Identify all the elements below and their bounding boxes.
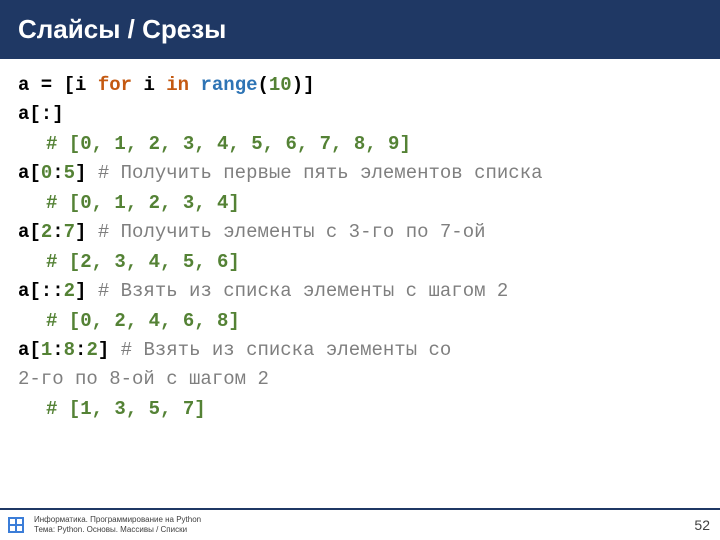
code-line-1: a = [i for i in range(10)]	[18, 71, 702, 100]
code-line-3: # [0, 1, 2, 3, 4, 5, 6, 7, 8, 9]	[18, 130, 702, 159]
code-line-4: a[0:5] # Получить первые пять элементов …	[18, 159, 702, 188]
slide-title: Слайсы / Срезы	[0, 0, 720, 59]
code-line-9: # [0, 2, 4, 6, 8]	[18, 307, 702, 336]
code-line-2: a[:]	[18, 100, 702, 129]
code-line-11: # [1, 3, 5, 7]	[18, 395, 702, 424]
logo-icon	[6, 515, 26, 535]
page-number: 52	[694, 517, 710, 533]
code-block: a = [i for i in range(10)] a[:] # [0, 1,…	[0, 59, 720, 428]
code-line-7: # [2, 3, 4, 5, 6]	[18, 248, 702, 277]
slide-footer: Информатика. Программирование на Python …	[0, 508, 720, 540]
code-line-10: a[1:8:2] # Взять из списка элементы со	[18, 336, 702, 365]
footer-line1: Информатика. Программирование на Python	[34, 515, 694, 525]
footer-line2: Тема: Python. Основы. Массивы / Списки	[34, 525, 694, 535]
code-line-5: # [0, 1, 2, 3, 4]	[18, 189, 702, 218]
code-line-10b: 2-го по 8-ой с шагом 2	[18, 365, 702, 394]
code-line-8: a[::2] # Взять из списка элементы с шаго…	[18, 277, 702, 306]
code-line-6: a[2:7] # Получить элементы с 3-го по 7-о…	[18, 218, 702, 247]
footer-text: Информатика. Программирование на Python …	[34, 515, 694, 534]
title-text: Слайсы / Срезы	[18, 14, 226, 44]
